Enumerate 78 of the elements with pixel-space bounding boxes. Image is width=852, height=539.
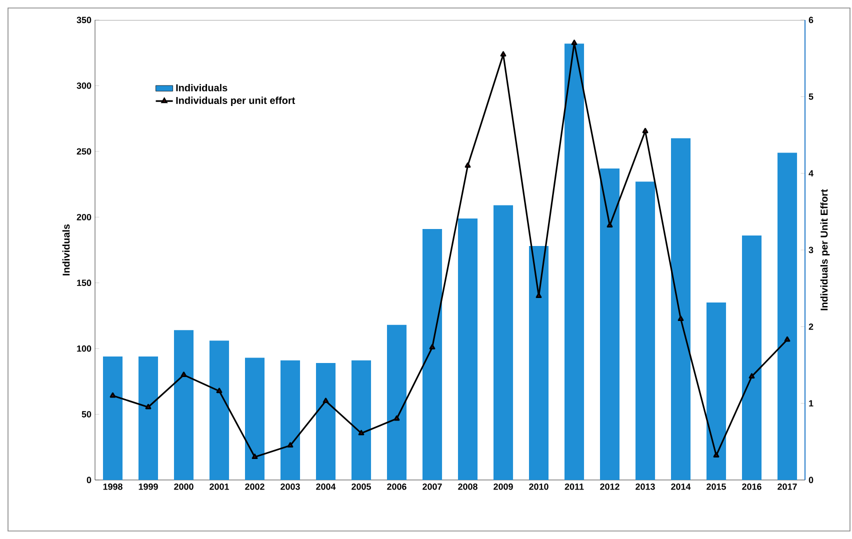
bar [742,236,762,480]
bar [245,358,265,480]
y-tick-label: 100 [77,345,92,352]
y2-tick-label: 1 [809,400,814,406]
point [748,373,755,379]
bar [493,205,514,480]
x-tick-label: 2002 [245,484,264,490]
point [571,40,578,46]
y2-tick-label: 5 [808,94,814,100]
point [784,336,790,342]
x-tick-label: 2007 [422,484,442,490]
bar [316,363,336,480]
x-tick-label: 2015 [706,484,726,490]
point [394,415,400,421]
bar [564,44,584,480]
y2-axis-title: Individuals per Unit Effort [820,189,830,310]
legend-label: Individuals [176,84,228,92]
point [287,442,294,448]
bar [671,138,691,480]
x-tick-label: 2009 [494,484,513,490]
y2-tick-label: 6 [808,16,814,24]
x-tick-label: 2000 [174,484,194,490]
y-tick-label: 200 [76,214,92,220]
x-tick-label: 2011 [564,484,584,490]
bar [387,324,407,480]
bar [706,302,726,480]
bar [174,330,194,480]
bar [280,360,300,480]
bar [458,218,478,480]
bar [422,228,442,480]
point [322,398,329,404]
legend-label: Individuals per unit effort [176,96,296,106]
x-tick-label: 2017 [778,484,797,490]
bar [352,360,372,480]
y2-tick-label: 2 [808,324,814,330]
point [678,316,684,322]
point [110,392,116,398]
point [216,388,222,394]
x-tick-label: 2003 [280,484,300,490]
point [145,404,152,410]
point [464,162,471,168]
bar [636,182,656,480]
x-tick-label: 2013 [636,484,655,490]
bar [777,152,798,480]
x-tick-label: 2016 [742,484,762,490]
point [180,372,187,377]
y-tick-label: 300 [76,82,92,89]
x-tick-label: 2014 [671,484,691,490]
x-tick-label: 2001 [210,484,229,490]
x-tick-label: 2004 [316,484,336,490]
point [606,222,613,228]
bar [528,246,549,480]
x-tick-label: 2008 [458,484,478,490]
y2-tick-label: 3 [808,246,814,254]
point [429,344,436,350]
point [642,128,648,134]
point [713,452,720,458]
y-axis-title: Individuals [62,224,70,276]
x-tick-label: 2010 [529,484,548,490]
x-tick-label: 2005 [352,484,371,490]
point [500,51,506,57]
x-tick-label: 1998 [103,484,122,490]
bar [600,168,620,480]
y-tick-label: 250 [76,148,92,155]
x-tick-label: 1999 [138,484,158,490]
bar [209,340,230,480]
y2-tick-label: 4 [808,170,814,176]
point [252,454,258,460]
bar [102,356,123,480]
point [358,430,364,436]
bar [138,356,158,480]
y-tick-label: 50 [82,411,92,418]
y-tick-label: 150 [77,280,92,286]
x-tick-label: 2006 [387,484,406,490]
x-tick-label: 2012 [600,484,620,490]
y2-tick-label: 0 [808,476,814,484]
y-tick-label: 350 [76,16,92,24]
y-tick-label: 0 [86,476,92,484]
